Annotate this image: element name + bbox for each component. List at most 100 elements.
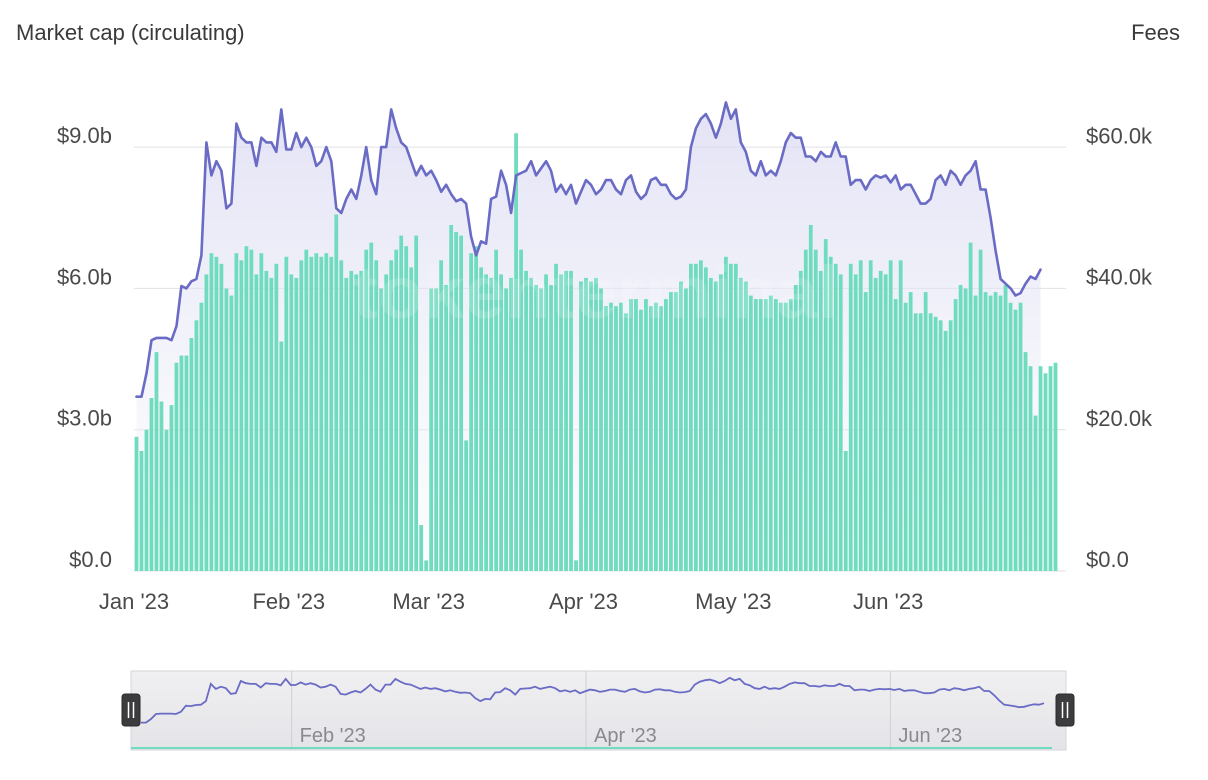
navigator-label: Feb '23 — [300, 725, 366, 747]
fees-bar — [554, 263, 558, 571]
fees-bar — [514, 133, 518, 571]
fees-bar — [778, 302, 783, 571]
fees-bar — [689, 263, 693, 571]
fees-bar — [569, 270, 573, 571]
fees-bar — [893, 299, 898, 571]
fees-bar — [649, 306, 653, 571]
fees-bar — [479, 267, 484, 571]
fees-bar — [439, 260, 444, 571]
fees-bar — [459, 235, 464, 571]
right-tick-label: $0.0 — [1086, 547, 1129, 572]
market-cap-line — [135, 101, 1042, 399]
fees-bar — [993, 292, 998, 571]
right-axis-title: Fees — [1131, 20, 1180, 45]
fees-bar — [169, 405, 174, 571]
fees-bar — [509, 277, 513, 571]
fees-bar — [1048, 366, 1053, 571]
fees-bar — [289, 274, 294, 571]
navigator-left-handle[interactable] — [121, 693, 141, 727]
fees-bar — [953, 299, 958, 571]
range-navigator[interactable]: Feb '23 Apr '23 Jun '23 — [121, 670, 1075, 751]
fees-bar — [679, 281, 683, 571]
fees-bar — [374, 260, 379, 571]
fees-bar — [144, 429, 149, 571]
fees-bar — [199, 302, 204, 571]
fees-bar — [1003, 285, 1008, 571]
navigator-line — [141, 676, 1045, 724]
fees-bar — [249, 249, 254, 571]
fees-bar — [908, 292, 913, 571]
fees-bar — [174, 362, 179, 571]
fees-bar — [284, 256, 289, 571]
fees-bar — [988, 295, 993, 571]
fees-bar — [614, 306, 618, 571]
fees-bar — [424, 560, 429, 571]
fees-bar — [693, 263, 698, 571]
x-tick-label: Jan '23 — [99, 589, 169, 614]
fees-bar — [713, 281, 718, 571]
fees-bar — [154, 352, 159, 571]
fees-bar — [464, 440, 469, 571]
fees-bar — [204, 274, 209, 571]
fees-bar — [913, 313, 918, 571]
fees-bar — [209, 253, 214, 571]
fees-bar — [758, 299, 763, 571]
fees-bar — [1043, 373, 1048, 571]
fees-bar — [469, 253, 474, 571]
fees-bar — [863, 292, 868, 571]
fees-bar — [599, 288, 603, 571]
fees-bar — [444, 285, 449, 571]
right-tick-label: $60.0k — [1086, 123, 1153, 148]
fees-bar — [369, 242, 374, 571]
fees-bar — [399, 235, 404, 571]
fees-bar — [244, 246, 249, 571]
fees-bar — [214, 256, 219, 571]
navigator-label: Jun '23 — [898, 725, 962, 747]
fees-bar — [783, 302, 788, 571]
fees-bar — [619, 302, 623, 571]
fees-bar — [664, 299, 668, 571]
fees-bar — [549, 285, 553, 571]
fees-bar — [234, 253, 239, 571]
fees-bar — [594, 277, 598, 571]
left-tick-label: $0.0 — [69, 547, 112, 572]
fees-bar — [519, 249, 523, 571]
fees-bar — [858, 260, 863, 571]
fees-bar — [828, 256, 833, 571]
fees-bar — [1018, 302, 1023, 571]
fees-bar — [499, 274, 503, 571]
fees-bar — [733, 263, 738, 571]
fees-bar — [449, 225, 454, 571]
fees-bar — [229, 295, 234, 571]
fees-bar — [589, 281, 593, 571]
fees-bar — [808, 225, 813, 571]
fees-bar — [379, 288, 384, 571]
fees-bar — [848, 263, 853, 571]
navigator-background — [130, 670, 1067, 751]
fees-bar — [539, 288, 543, 571]
right-tick-label: $40.0k — [1086, 265, 1153, 290]
fees-bar — [669, 292, 673, 571]
fees-bar — [319, 256, 324, 571]
fees-bar — [574, 560, 578, 571]
fees-bar — [973, 295, 978, 571]
fees-bar — [314, 253, 319, 571]
fees-bar — [798, 270, 803, 571]
fees-bar — [489, 277, 494, 571]
left-tick-label: $9.0b — [57, 123, 112, 148]
fees-bar — [389, 260, 394, 571]
fees-bar — [968, 242, 973, 571]
fees-bar — [579, 281, 583, 571]
left-axis-ticks: $0.0 $3.0b $6.0b $9.0b — [57, 123, 112, 572]
fees-bar — [534, 285, 538, 571]
fees-bar — [1013, 309, 1018, 571]
fees-bar — [164, 429, 169, 571]
navigator-right-handle[interactable] — [1055, 693, 1075, 727]
fees-bar — [888, 260, 893, 571]
fees-bar — [963, 288, 968, 571]
fees-bar — [933, 316, 938, 571]
fees-bar — [674, 292, 678, 571]
fees-bar — [474, 246, 479, 571]
fees-bar — [434, 288, 439, 571]
